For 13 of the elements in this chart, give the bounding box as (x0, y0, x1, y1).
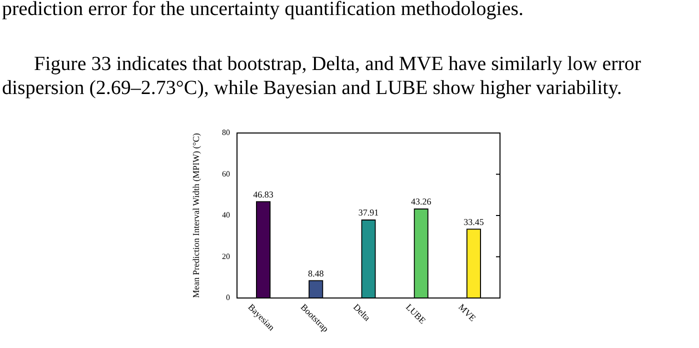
data-label: 33.45 (464, 216, 484, 227)
y-tick-label: 60 (222, 169, 230, 178)
y-axis-title: Mean Prediction Interval Width (MPIW) (°C) (190, 133, 201, 298)
data-label: 8.48 (308, 268, 324, 278)
data-label: 46.83 (253, 189, 274, 200)
caption: Figure 33 indicates that bootstrap, Delta, and MVE have similarly low error dispersion (2.69–2.73°C), while Bayesian and LUBE show higher variability. (2, 52, 642, 100)
y-tick-label: 40 (222, 210, 230, 220)
y-tick-label: 20 (222, 252, 230, 261)
data-label: 37.91 (358, 208, 379, 218)
text: prediction error for the uncertainty quantification methodologies. (2, 0, 524, 21)
y-tick-label: 80 (222, 128, 230, 138)
y-tick-label: 0 (226, 293, 230, 302)
data-label: 43.26 (410, 196, 432, 207)
